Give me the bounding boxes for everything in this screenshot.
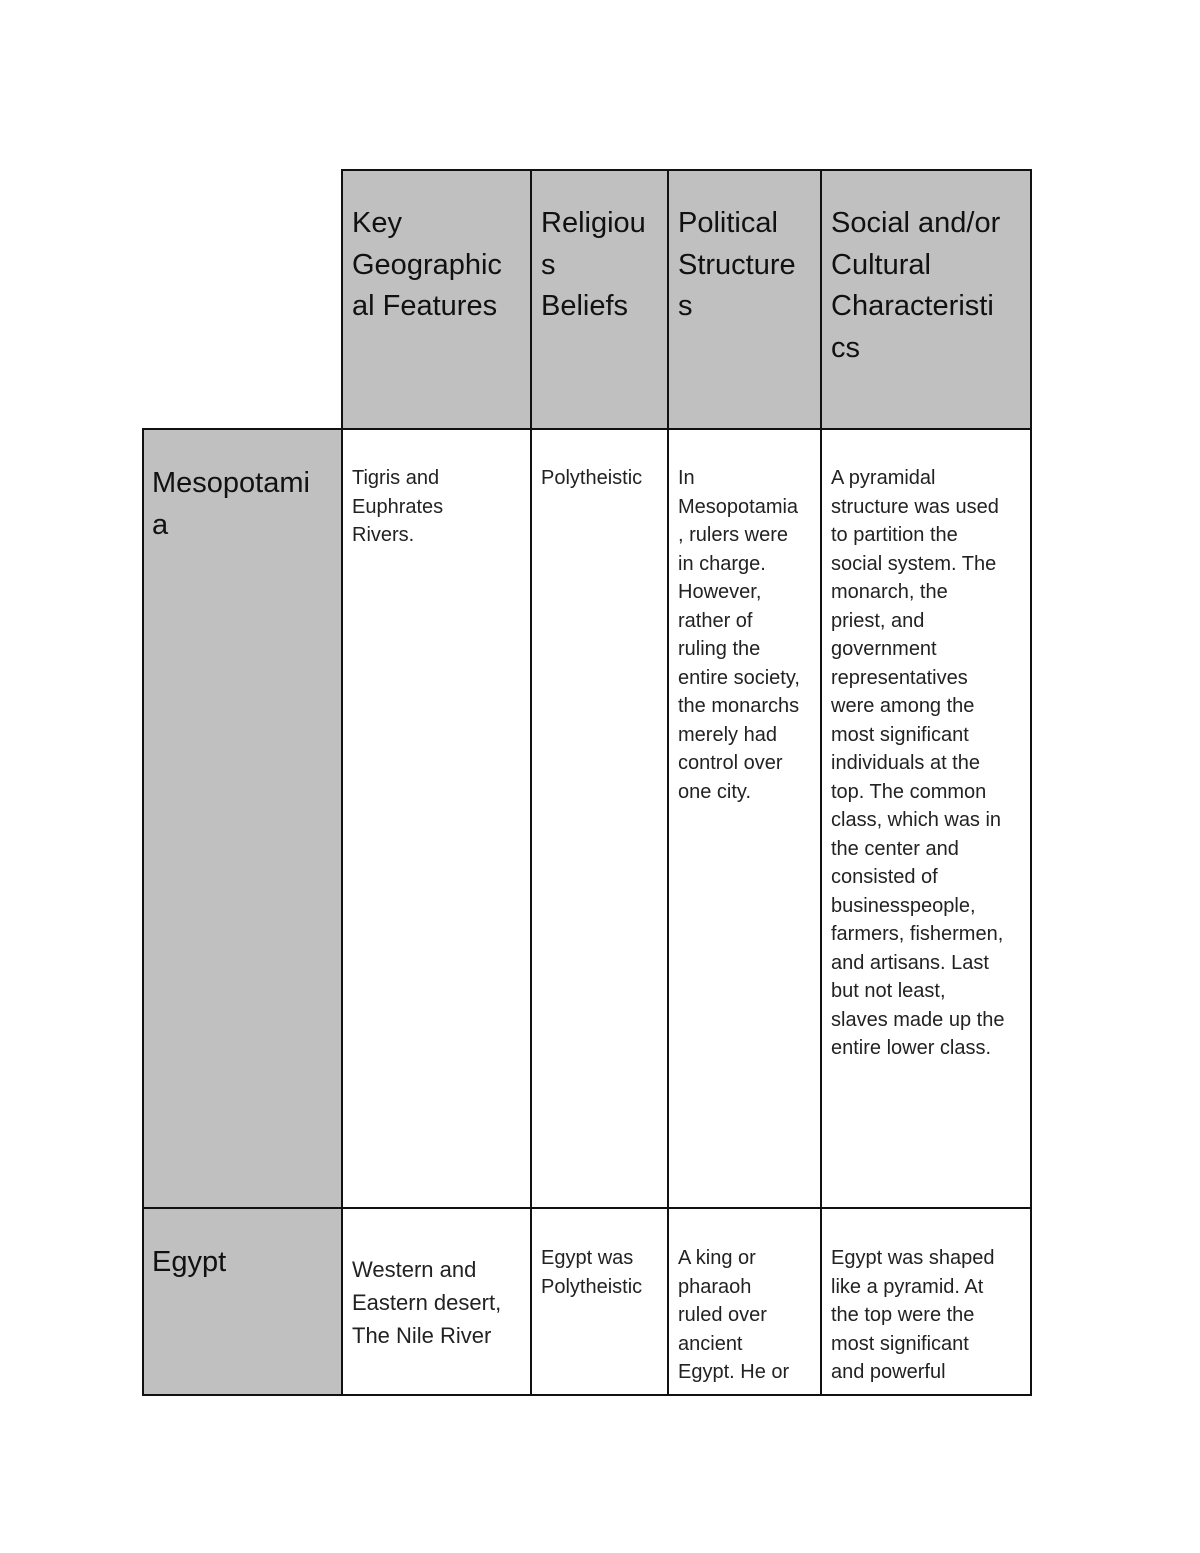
cell-mesopotamia-political: In Mesopotamia , rulers were in charge. … [667, 428, 822, 1209]
text-egypt-geography: Western and Eastern desert, The Nile Riv… [352, 1257, 502, 1348]
text-egypt-religion: Egypt was Polytheistic [541, 1247, 643, 1298]
cell-egypt-religion: Egypt was Polytheistic [530, 1207, 669, 1396]
cell-mesopotamia-geography: Tigris and Euphrates Rivers. [341, 428, 532, 1209]
header-cell-geography: Key Geographic al Features [341, 169, 532, 430]
text-egypt-political: A king or pharaoh ruled over ancient Egy… [678, 1247, 790, 1383]
row-header-mesopotamia: Mesopotami a [142, 428, 343, 1209]
header-social: Social and/or Cultural Characteristi cs [831, 207, 1001, 364]
text-mesopotamia-social: A pyramidal structure was used to partit… [831, 467, 1005, 1059]
row-header-egypt: Egypt [142, 1207, 343, 1396]
header-geography: Key Geographic al Features [352, 207, 502, 322]
header-religion: Religiou s Beliefs [541, 207, 646, 322]
cell-egypt-social: Egypt was shaped like a pyramid. At the … [820, 1207, 1032, 1396]
text-mesopotamia-religion: Polytheistic [541, 467, 643, 489]
header-cell-political: Political Structure s [667, 169, 822, 430]
row-label-mesopotamia: Mesopotami a [152, 467, 310, 541]
header-cell-religion: Religiou s Beliefs [530, 169, 669, 430]
text-egypt-social: Egypt was shaped like a pyramid. At the … [831, 1247, 995, 1383]
cell-egypt-political: A king or pharaoh ruled over ancient Egy… [667, 1207, 822, 1396]
cell-mesopotamia-social: A pyramidal structure was used to partit… [820, 428, 1032, 1209]
cell-egypt-geography: Western and Eastern desert, The Nile Riv… [341, 1207, 532, 1396]
header-political: Political Structure s [678, 207, 796, 322]
text-mesopotamia-political: In Mesopotamia , rulers were in charge. … [678, 467, 800, 803]
text-mesopotamia-geography: Tigris and Euphrates Rivers. [352, 467, 444, 546]
row-label-egypt: Egypt [152, 1246, 227, 1278]
cell-mesopotamia-religion: Polytheistic [530, 428, 669, 1209]
header-cell-social: Social and/or Cultural Characteristi cs [820, 169, 1032, 430]
